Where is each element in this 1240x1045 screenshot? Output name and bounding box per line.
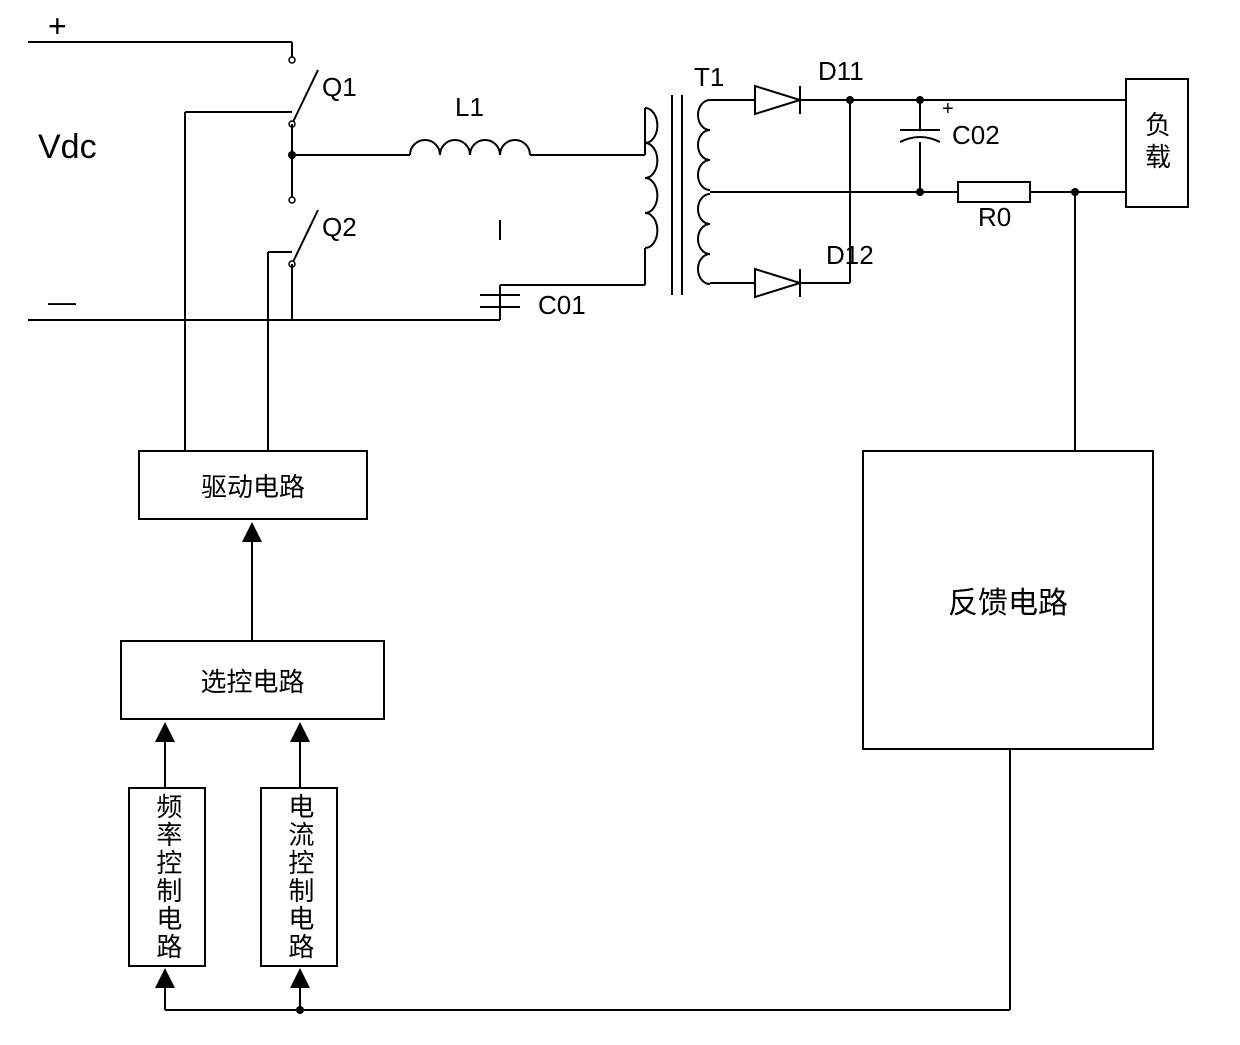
d11-diode [755, 86, 800, 114]
box-load-label: 负载 [1139, 111, 1176, 175]
label-d11: D11 [818, 56, 864, 87]
box-feedback: 反馈电路 [862, 450, 1154, 750]
box-drive: 驱动电路 [138, 450, 368, 520]
box-feedback-label: 反馈电路 [948, 578, 1068, 622]
label-vdc: Vdc [38, 128, 97, 167]
box-select: 选控电路 [120, 640, 385, 720]
q2-switch [292, 210, 318, 264]
d12-diode [755, 269, 800, 297]
label-plus: + [48, 8, 67, 45]
label-l1: L1 [455, 92, 484, 123]
t1-secondary-top [698, 100, 710, 190]
l1-inductor [410, 140, 530, 155]
box-current: 电流控制电路 [260, 787, 338, 967]
label-t1: T1 [694, 62, 724, 93]
r0-resistor [958, 182, 1030, 202]
label-r0: R0 [978, 202, 1011, 233]
box-load: 负载 [1125, 78, 1189, 208]
label-q2: Q2 [322, 212, 357, 243]
label-minus: — [48, 286, 76, 318]
label-c02plus: + [942, 98, 954, 121]
t1-secondary-bot [698, 194, 710, 284]
label-q1: Q1 [322, 72, 357, 103]
label-c01: C01 [538, 290, 586, 321]
label-d12: D12 [826, 240, 874, 271]
q1-switch [292, 70, 318, 124]
box-drive-label: 驱动电路 [201, 467, 305, 504]
t1-primary [645, 108, 657, 248]
box-freq: 频率控制电路 [128, 787, 206, 967]
box-freq-label: 频率控制电路 [150, 793, 184, 961]
box-current-label: 电流控制电路 [282, 793, 316, 961]
box-select-label: 选控电路 [200, 662, 304, 699]
label-c02: C02 [952, 120, 1000, 151]
